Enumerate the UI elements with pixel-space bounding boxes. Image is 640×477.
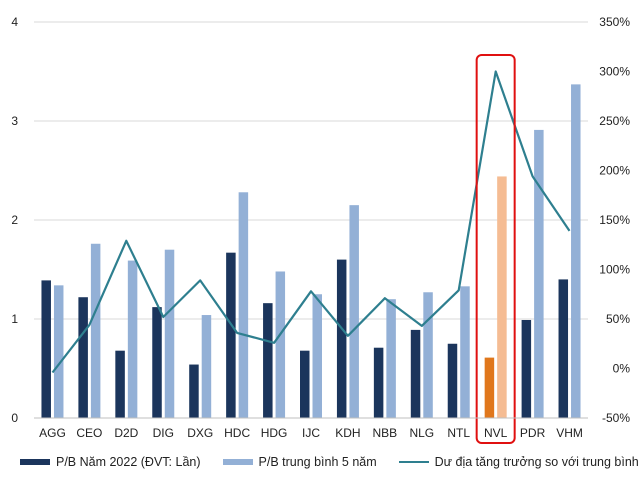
legend-item-pb-2022: P/B Năm 2022 (ĐVT: Lần) (20, 455, 201, 469)
y-left-tick-label: 2 (11, 213, 18, 227)
bar-pb-5yr-dig (164, 249, 175, 418)
legend-swatch-dark (20, 459, 50, 465)
bars (41, 84, 581, 419)
y-left-tick-label: 0 (11, 411, 18, 425)
bar-pb-2022-hdg (263, 303, 273, 418)
x-tick-label: NVL (484, 426, 508, 440)
bar-pb-2022-kdh (336, 259, 347, 418)
bar-pb-5yr-nbb (386, 299, 396, 418)
bar-pb-2022-hdc (226, 252, 236, 418)
legend-label-pb-5yr: P/B trung bình 5 năm (258, 455, 377, 469)
bar-pb-2022-dig (152, 307, 162, 418)
y-right-tick-label: 50% (606, 312, 630, 326)
bar-pb-2022-ntl (447, 343, 458, 418)
legend-label-growth: Dư địa tăng trưởng so với trung bình (434, 455, 639, 469)
bar-pb-2022-ceo (78, 297, 88, 418)
y-right-tick-label: 300% (599, 65, 630, 79)
y-right-tick-label: 250% (599, 114, 630, 128)
bar-pb-5yr-kdh (349, 205, 359, 418)
x-tick-label: NTL (447, 426, 470, 440)
legend-swatch-light (222, 459, 253, 465)
x-tick-label: CEO (76, 426, 102, 440)
x-tick-label: AGG (39, 426, 66, 440)
y-left-tick-label: 1 (11, 312, 18, 326)
bar-pb-5yr-agg (53, 285, 64, 418)
y-right-tick-label: 0% (613, 362, 631, 376)
bar-pb-2022-agg (41, 280, 51, 418)
x-tick-label: D2D (114, 426, 138, 440)
x-tick-label: HDC (224, 426, 250, 440)
x-tick-label: NBB (373, 426, 398, 440)
y-right-tick-label: 200% (599, 164, 630, 178)
bar-pb-2022-nvl (484, 357, 495, 418)
bar-pb-2022-dxg (189, 364, 199, 418)
y-right-tick-label: 350% (599, 15, 630, 29)
bar-pb-5yr-ijc (312, 294, 322, 418)
y-right-tick-label: 150% (599, 213, 630, 227)
legend-swatch-line (398, 461, 429, 463)
bar-pb-5yr-d2d (127, 260, 138, 418)
bar-pb-5yr-nvl (497, 176, 507, 418)
bar-pb-2022-nbb (373, 347, 384, 418)
y-right-tick-label: -50% (602, 411, 630, 425)
x-tick-label: IJC (302, 426, 320, 440)
x-tick-label: VHM (556, 426, 583, 440)
axes: 0 1 2 3 4 -50% 0% 50% 100% 150% 200% 250% 300% 350% AG… (11, 15, 631, 444)
x-tick-label: DXG (187, 426, 213, 440)
bar-pb-5yr-nlg (423, 292, 433, 418)
x-tick-label: NLG (409, 426, 434, 440)
chart-area: 0 1 2 3 4 -50% 0% 50% 100% 150% 200% 250% 300% 350% AG… (11, 15, 631, 444)
legend: P/B Năm 2022 (ĐVT: Lần) P/B trung bình 5… (20, 452, 639, 472)
x-tick-label: HDG (261, 426, 288, 440)
bar-pb-5yr-ceo (90, 243, 101, 418)
bar-pb-2022-nlg (410, 329, 421, 418)
x-tick-label: KDH (335, 426, 360, 440)
y-right-tick-label: 100% (599, 263, 630, 277)
x-tick-label: PDR (520, 426, 546, 440)
bar-pb-5yr-dxg (201, 315, 212, 418)
bar-pb-5yr-ntl (460, 286, 470, 418)
legend-item-growth: Dư địa tăng trưởng so với trung bình (398, 455, 639, 469)
bar-pb-5yr-hdc (238, 192, 249, 418)
highlight-box-nvl (475, 54, 516, 444)
bar-pb-5yr-pdr (534, 129, 544, 418)
legend-label-pb-2022: P/B Năm 2022 (ĐVT: Lần) (56, 455, 201, 469)
legend-item-pb-5yr: P/B trung bình 5 năm (222, 455, 377, 469)
x-tick-label: DIG (153, 426, 174, 440)
bar-pb-2022-ijc (300, 350, 310, 418)
bar-pb-2022-pdr (521, 319, 532, 418)
bar-pb-5yr-hdg (275, 271, 286, 418)
line-growth-series (51, 70, 571, 374)
y-left-tick-label: 3 (11, 114, 18, 128)
y-left-tick-label: 4 (11, 15, 18, 29)
bar-pb-2022-d2d (115, 350, 125, 418)
bar-pb-5yr-vhm (571, 84, 581, 419)
bar-pb-2022-vhm (558, 279, 569, 418)
line-series (51, 70, 571, 374)
